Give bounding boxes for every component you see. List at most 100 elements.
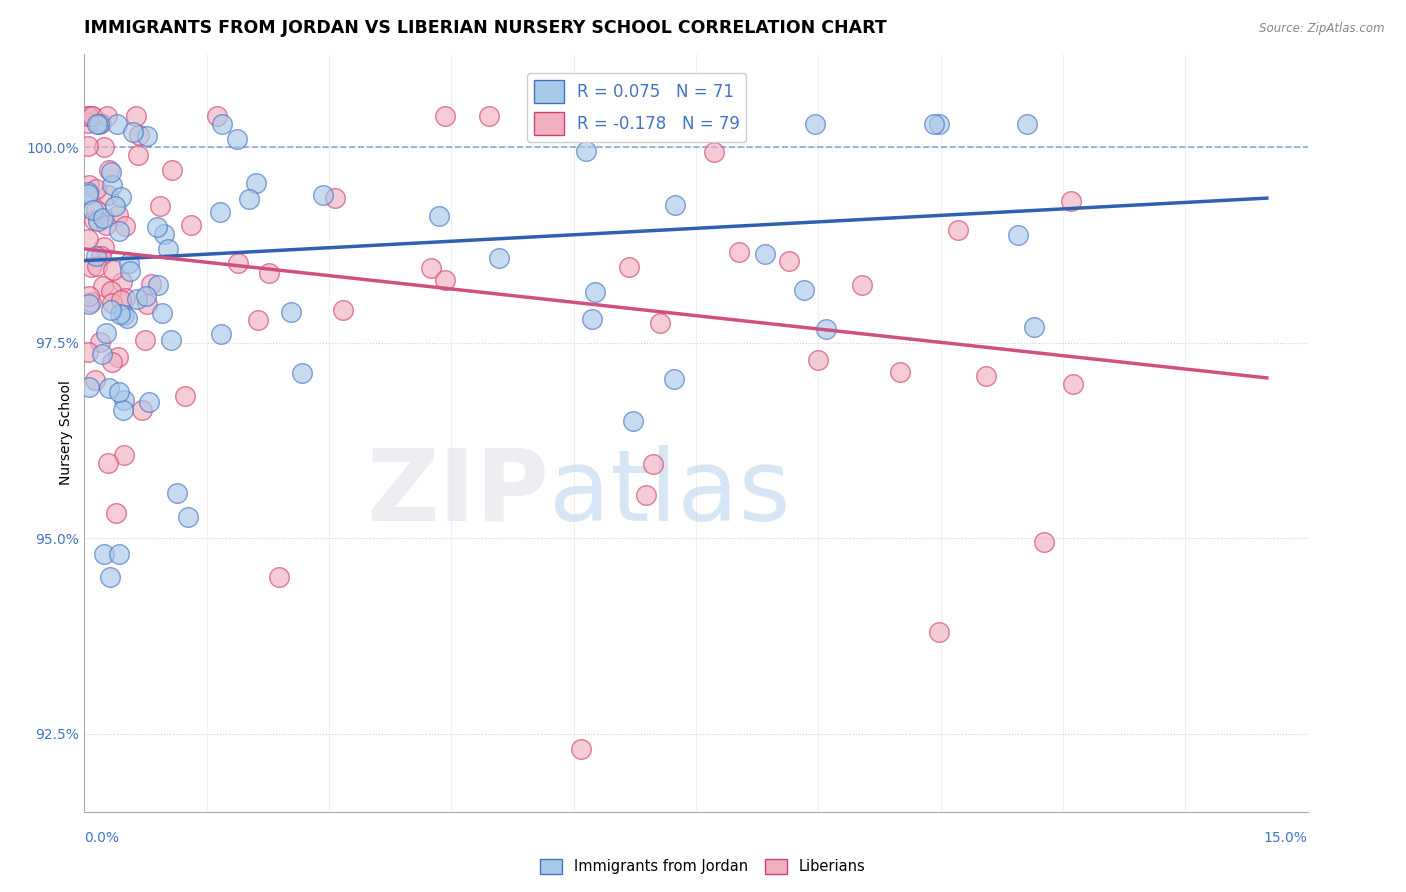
Point [100, 165, 122, 179]
Point [976, 368, 998, 383]
Point [118, 264, 141, 278]
Point [84, 249, 107, 263]
Point [98, 570, 121, 584]
Point [245, 176, 267, 190]
Point [332, 302, 354, 317]
Point [84, 182, 107, 196]
Y-axis label: Nursery School: Nursery School [59, 380, 73, 485]
Point [89, 334, 111, 349]
Point [128, 128, 150, 142]
Point [851, 278, 873, 293]
Point [152, 227, 174, 242]
Point [922, 117, 945, 131]
Point [703, 145, 725, 159]
Point [208, 205, 231, 219]
Point [110, 190, 132, 204]
Point [720, 117, 742, 131]
Point [103, 263, 125, 277]
Point [111, 276, 134, 290]
Legend: R = 0.075   N = 71, R = -0.178   N = 79: R = 0.075 N = 71, R = -0.178 N = 79 [527, 73, 747, 142]
Point [112, 448, 135, 462]
Point [82, 109, 104, 123]
Point [77, 178, 100, 193]
Point [122, 125, 145, 139]
Point [180, 218, 202, 232]
Point [98, 381, 121, 395]
Point [209, 327, 232, 342]
Point [138, 395, 160, 409]
Point [94, 326, 117, 340]
Point [77, 289, 100, 303]
Point [267, 570, 290, 584]
Point [82, 203, 104, 218]
Point [125, 109, 148, 123]
Point [146, 219, 169, 234]
Point [257, 267, 280, 281]
Point [83, 213, 105, 227]
Point [77, 116, 100, 130]
Point [434, 273, 457, 287]
Point [1015, 117, 1038, 131]
Point [91, 346, 114, 360]
Point [100, 285, 122, 299]
Point [419, 261, 441, 276]
Point [664, 198, 686, 212]
Point [125, 292, 148, 306]
Point [1007, 227, 1029, 242]
Point [488, 252, 510, 266]
Point [928, 624, 950, 639]
Point [575, 145, 598, 159]
Point [134, 288, 156, 302]
Point [83, 373, 105, 387]
Point [150, 306, 173, 320]
Point [581, 312, 603, 326]
Point [814, 322, 837, 336]
Point [80, 109, 103, 123]
Point [205, 109, 228, 123]
Point [280, 304, 302, 318]
Point [946, 223, 969, 237]
Point [104, 506, 127, 520]
Point [621, 414, 644, 428]
Legend: Immigrants from Jordan, Liberians: Immigrants from Jordan, Liberians [534, 853, 872, 880]
Point [141, 277, 163, 292]
Point [312, 187, 335, 202]
Point [583, 285, 606, 299]
Point [100, 178, 122, 193]
Point [247, 312, 270, 326]
Point [94, 218, 117, 232]
Point [136, 128, 159, 143]
Point [754, 246, 776, 260]
Point [108, 384, 131, 399]
Point [807, 352, 830, 367]
Point [146, 277, 169, 292]
Point [107, 350, 129, 364]
Point [107, 547, 129, 561]
Point [77, 187, 100, 202]
Point [107, 224, 129, 238]
Point [114, 292, 136, 306]
Point [226, 256, 249, 270]
Point [211, 117, 233, 131]
Point [117, 256, 139, 270]
Point [93, 548, 115, 562]
Point [110, 307, 132, 321]
Point [77, 380, 100, 394]
Point [93, 140, 115, 154]
Point [90, 116, 112, 130]
Point [104, 199, 127, 213]
Point [84, 202, 107, 217]
Point [77, 139, 100, 153]
Point [238, 193, 260, 207]
Point [149, 198, 172, 212]
Point [100, 355, 122, 369]
Point [101, 296, 124, 310]
Point [648, 316, 671, 330]
Point [87, 214, 110, 228]
Point [89, 117, 111, 131]
Point [100, 303, 122, 318]
Point [323, 191, 346, 205]
Point [131, 403, 153, 417]
Point [105, 117, 128, 131]
Point [778, 253, 800, 268]
